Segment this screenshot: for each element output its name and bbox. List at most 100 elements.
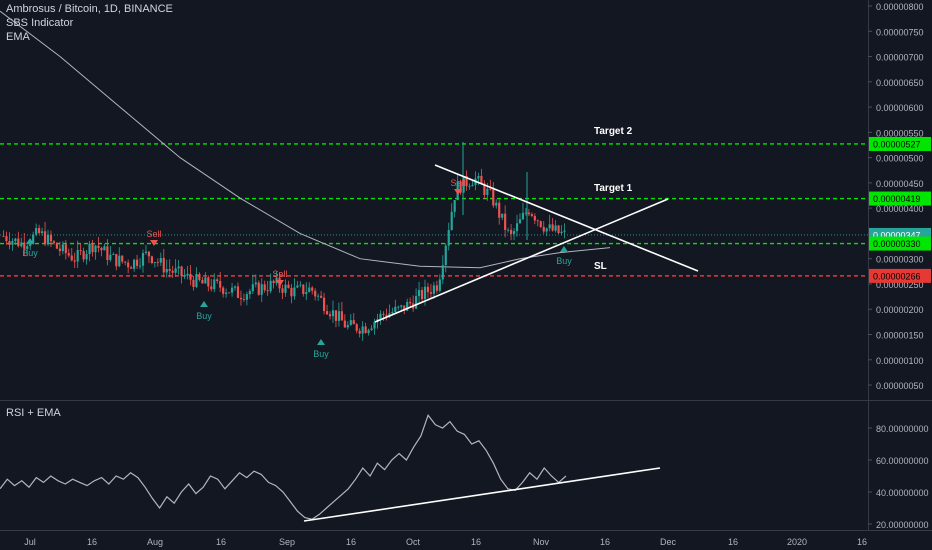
candle-body (296, 285, 299, 288)
candle-body (263, 284, 266, 291)
candle-body (245, 294, 248, 300)
candle-body (554, 225, 557, 231)
price-axis-tick-label: 0.00000550 (876, 128, 924, 138)
candle-body (423, 286, 427, 300)
candle-body (385, 314, 388, 318)
candle-body (174, 268, 177, 273)
candle-body (204, 277, 207, 284)
candle-body (364, 326, 367, 334)
candle-body (251, 284, 254, 292)
candle-body (115, 254, 118, 267)
candle-body (415, 296, 418, 309)
symbol-title[interactable]: Ambrosus / Bitcoin, 1D, BINANCE (6, 3, 173, 15)
candle-body (512, 231, 516, 234)
candle-body (343, 320, 346, 328)
price-axis-tick-label: 0.00000200 (876, 305, 924, 315)
buy-signal-label: Buy (22, 248, 38, 258)
buy-signal-label: Buy (313, 349, 329, 359)
candle-body (334, 310, 338, 321)
price-label-box (869, 268, 931, 283)
time-axis-tick-label: 16 (600, 537, 610, 547)
candle-body (94, 245, 97, 253)
candle-body (349, 320, 352, 325)
candle-body (76, 250, 79, 262)
candle-body (542, 226, 545, 232)
candle-body (225, 292, 228, 294)
candle-body (539, 221, 542, 227)
price-axis-tick-label: 0.00000050 (876, 381, 924, 391)
buy-signal-icon (26, 238, 34, 244)
candle-body (213, 279, 216, 290)
rsi-trendline[interactable] (303, 467, 661, 522)
candle-body (127, 262, 130, 268)
target-1-label: Target 1 (594, 183, 633, 194)
sell-signal-icon (276, 280, 284, 286)
candle-body (406, 301, 409, 311)
indicator-sbs-label[interactable]: SBS Indicator (6, 17, 74, 29)
candle-body (477, 175, 480, 179)
rsi-legend[interactable]: RSI + EMA (6, 407, 61, 419)
rsi-axis-tick-label: 80.00000000 (876, 424, 929, 434)
resistance-trendline[interactable] (434, 164, 699, 272)
candle-body (435, 285, 438, 291)
sell-signal-icon (150, 240, 158, 246)
candle-body (409, 301, 412, 304)
candle-body (426, 286, 430, 293)
candle-body (331, 310, 335, 317)
rsi-pane[interactable]: 80.00000000 60.00000000 40.00000000 20.0000… (0, 413, 929, 530)
candle-body (14, 238, 17, 242)
candle-body (438, 279, 441, 291)
rsi-axis-tick-label: 40.00000000 (876, 488, 929, 498)
candle-body (23, 242, 26, 249)
support-trendline[interactable] (374, 198, 669, 323)
candle-body (325, 311, 329, 315)
candle-body (355, 324, 358, 331)
candle-body (130, 267, 133, 269)
candle-body (49, 234, 53, 242)
candle-body (557, 225, 560, 234)
buy-signal-label: Buy (556, 256, 572, 266)
candle-body (462, 176, 465, 193)
ema-line (0, 10, 611, 269)
candle-body (299, 284, 302, 286)
candle-body (284, 284, 287, 293)
candle-body (233, 286, 237, 288)
price-axis-tick-label: 0.00000500 (876, 154, 924, 164)
candle-body (58, 248, 61, 252)
time-axis-tick-label: 16 (346, 537, 356, 547)
candle-body (322, 297, 326, 312)
candle-body (346, 324, 349, 328)
candle-body (257, 282, 260, 295)
time-axis-tick-label: Jul (24, 537, 36, 547)
candle-body (527, 212, 530, 215)
price-label-box (869, 191, 931, 206)
candle-body (465, 176, 468, 187)
candle-body (397, 306, 400, 308)
candle-body (52, 241, 56, 244)
candle-body (32, 234, 35, 244)
indicator-ema-label[interactable]: EMA (6, 31, 30, 43)
candle-body (420, 290, 424, 300)
candle-body (533, 216, 536, 221)
candle-body (46, 234, 50, 245)
chart-legend: Ambrosus / Bitcoin, 1D, BINANCE SBS Indi… (6, 2, 173, 44)
candle-body (400, 305, 403, 307)
candle-body (219, 281, 222, 288)
candle-body (373, 321, 376, 329)
rsi-axis-tick-label: 20.00000000 (876, 520, 929, 530)
candle-body (311, 287, 314, 291)
candle-body (195, 273, 198, 287)
candle-body (352, 320, 355, 325)
candle-body (11, 241, 14, 245)
candle-body (510, 229, 513, 234)
candle-body (320, 295, 323, 298)
candle-body (228, 292, 231, 294)
candle-body (492, 188, 495, 206)
candle-body (17, 238, 20, 247)
candle-body (459, 181, 462, 193)
candle-body (468, 186, 471, 187)
time-axis-tick-label: 16 (87, 537, 97, 547)
